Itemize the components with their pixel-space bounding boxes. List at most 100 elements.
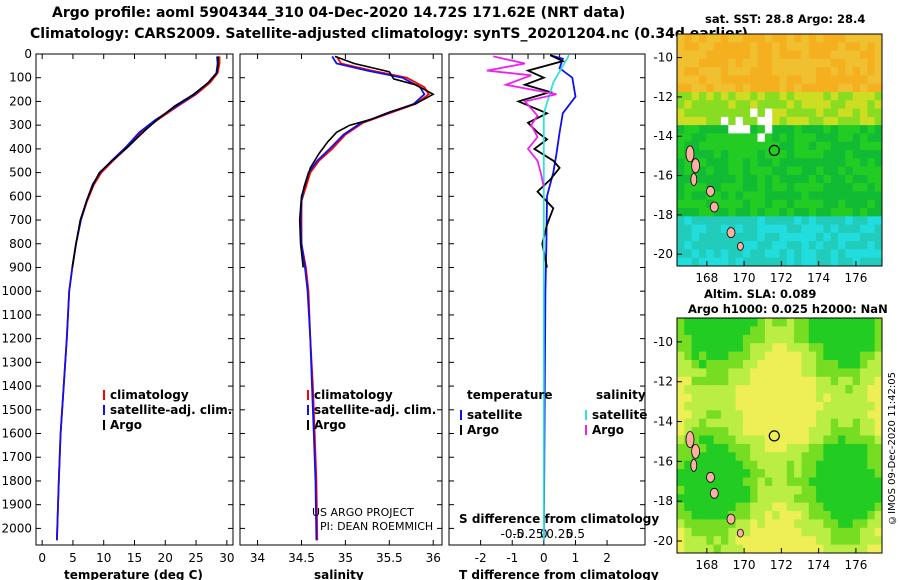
map-cell: [808, 166, 817, 176]
map-cell: [867, 376, 876, 386]
map-cell: [779, 116, 788, 126]
map-cell: [852, 443, 861, 453]
map-cell: [757, 410, 766, 420]
lat-tick-label: -10: [653, 335, 673, 349]
map-cell: [772, 50, 780, 60]
map-cell: [874, 83, 883, 93]
map-cell: [742, 443, 751, 453]
map-cell: [808, 443, 817, 453]
map-cell: [852, 50, 861, 60]
map-cell: [816, 232, 824, 242]
map-cell: [801, 393, 810, 403]
map-cell: [867, 401, 876, 411]
map-cell: [860, 511, 868, 520]
map-cell: [874, 150, 883, 159]
map-cell: [816, 443, 824, 453]
map-cell: [808, 326, 817, 336]
map-cell: [845, 241, 854, 250]
map-cell: [699, 418, 707, 428]
map-cell: [838, 58, 846, 68]
map-cell: [816, 401, 824, 411]
map-cell: [757, 108, 766, 118]
map-cell: [706, 536, 715, 546]
map-cell: [677, 511, 685, 520]
map-cell: [728, 133, 737, 143]
lon-tick-label: 172: [770, 558, 793, 572]
map-cell: [742, 318, 751, 327]
map-cell: [706, 376, 715, 386]
map-cell: [713, 477, 722, 487]
map-cell: [713, 343, 722, 353]
map-cell: [764, 83, 773, 93]
map-cell: [816, 141, 824, 151]
map-cell: [860, 100, 868, 110]
map-cell: [706, 58, 715, 68]
map-cell: [838, 452, 846, 462]
map-cell: [830, 100, 839, 110]
map-cell: [750, 502, 758, 512]
map-cell: [735, 191, 744, 201]
legend-title: salinity: [596, 388, 646, 402]
map-cell: [677, 241, 685, 250]
map-cell: [779, 418, 788, 428]
map-cell: [706, 519, 715, 529]
map-cell: [838, 257, 846, 267]
lon-tick-label: 176: [844, 558, 867, 572]
map-cell: [801, 469, 810, 478]
map-cell: [786, 249, 795, 259]
map-cell: [757, 343, 766, 353]
map-cell: [677, 174, 685, 184]
map-cell: [830, 427, 839, 436]
map-cell: [838, 460, 846, 470]
map-cell: [742, 326, 751, 336]
island: [691, 158, 700, 174]
x-axis-label: salinity: [314, 568, 364, 580]
map-cell: [860, 199, 868, 209]
map-cell: [750, 50, 758, 60]
map-cell: [757, 427, 766, 436]
map-cell: [845, 116, 854, 126]
map-cell: [772, 108, 780, 118]
map-cell: [691, 393, 700, 403]
map-cell: [691, 544, 700, 554]
map-cell: [830, 318, 839, 327]
map-cell: [801, 249, 810, 259]
map-cell: [720, 257, 729, 267]
map-cell: [779, 477, 788, 487]
map-cell: [742, 385, 751, 394]
map-cell: [742, 199, 751, 209]
map-cell: [742, 83, 751, 93]
map-cell: [838, 326, 846, 336]
map-cell: [720, 108, 729, 118]
map-cell: [735, 477, 744, 487]
map-cell: [742, 376, 751, 386]
map-cell: [845, 418, 854, 428]
map-cell: [808, 232, 817, 242]
map-cell: [874, 410, 883, 420]
map-cell: [772, 469, 780, 478]
map-cell: [706, 208, 715, 217]
map-cell: [728, 34, 737, 43]
map-cell: [867, 58, 876, 68]
map-cell: [684, 351, 693, 361]
map-cell: [677, 435, 685, 445]
map-cell: [794, 241, 802, 250]
map-cell: [735, 183, 744, 192]
title-line-2: Climatology: CARS2009. Satellite-adjuste…: [30, 26, 748, 42]
map-cell: [860, 34, 868, 43]
map-cell: [779, 527, 788, 537]
depth-tick-label: 900: [9, 260, 32, 274]
map-cell: [845, 326, 854, 336]
map-cell: [713, 401, 722, 411]
map-cell: [874, 100, 883, 110]
map-cell: [677, 452, 685, 462]
map-cell: [801, 166, 810, 176]
map-cell: [801, 150, 810, 159]
map-cell: [816, 208, 824, 217]
map-cell: [706, 257, 715, 267]
map-cell: [823, 116, 832, 126]
map-cell: [764, 216, 773, 226]
map-cell: [699, 544, 707, 554]
map-cell: [728, 502, 737, 512]
map-cell: [860, 75, 868, 85]
